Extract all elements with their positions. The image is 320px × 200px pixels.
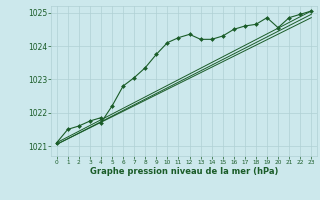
X-axis label: Graphe pression niveau de la mer (hPa): Graphe pression niveau de la mer (hPa) (90, 167, 278, 176)
